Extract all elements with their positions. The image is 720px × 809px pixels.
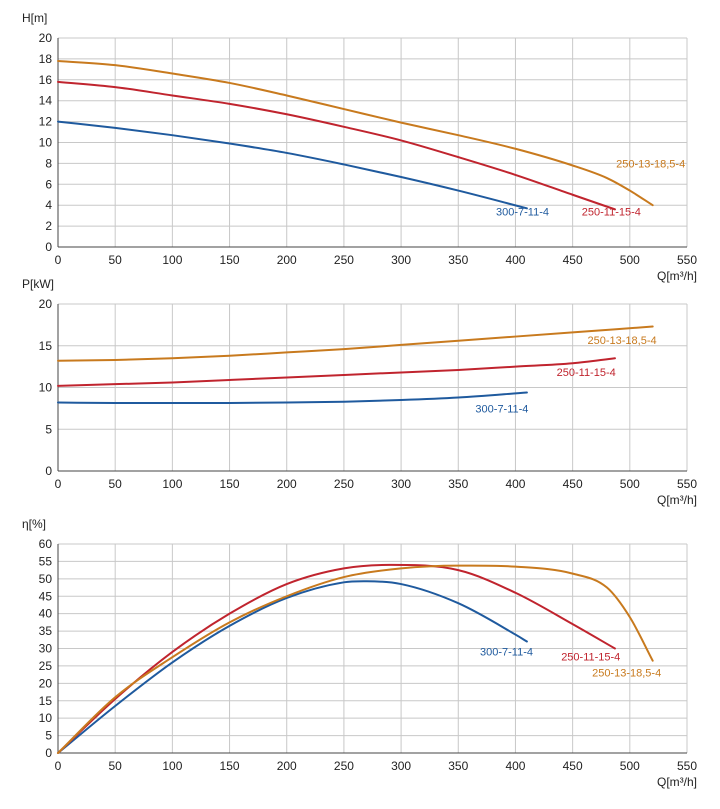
y-tick-label: 5 bbox=[45, 729, 52, 743]
y-tick-label: 5 bbox=[45, 422, 52, 436]
chart-3: 0 50 100 150 200 250 300 350 400 450 500 550 0 5 10 15 2… bbox=[22, 517, 697, 789]
y-axis-label: η[%] bbox=[22, 517, 46, 531]
y-tick-label: 40 bbox=[39, 607, 53, 621]
x-tick-label: 350 bbox=[448, 759, 468, 773]
y-tick-label: 15 bbox=[39, 694, 53, 708]
x-tick-label: 200 bbox=[277, 759, 297, 773]
x-tick-label: 450 bbox=[563, 759, 583, 773]
x-tick-label: 300 bbox=[391, 253, 411, 267]
x-tick-label: 50 bbox=[109, 253, 123, 267]
x-tick-label: 50 bbox=[109, 759, 123, 773]
y-tick-label: 30 bbox=[39, 642, 53, 656]
x-tick-label: 250 bbox=[334, 759, 354, 773]
series-label: 250-13-18,5-4 bbox=[588, 335, 657, 347]
x-axis-label: Q[m³/h] bbox=[657, 269, 697, 283]
y-tick-label: 60 bbox=[39, 537, 53, 551]
y-tick-label: 20 bbox=[39, 676, 53, 690]
y-tick-label: 14 bbox=[39, 94, 53, 108]
y-tick-label: 18 bbox=[39, 52, 53, 66]
y-tick-label: 55 bbox=[39, 554, 53, 568]
x-tick-label: 300 bbox=[391, 759, 411, 773]
x-tick-label: 0 bbox=[55, 477, 62, 491]
series-line-300-7-11-4 bbox=[57, 391, 528, 404]
series-label: 250-11-15-4 bbox=[582, 207, 641, 219]
x-tick-label: 350 bbox=[448, 477, 468, 491]
x-tick-label: 450 bbox=[563, 477, 583, 491]
x-tick-label: 450 bbox=[563, 253, 583, 267]
series-line-250-13-18,5-4 bbox=[57, 564, 654, 754]
x-tick-label: 200 bbox=[277, 253, 297, 267]
series-label: 300-7-11-4 bbox=[496, 207, 549, 219]
chart-2: 0 50 100 150 200 250 300 350 400 450 500 550 0 5 10 15 2… bbox=[22, 277, 697, 507]
x-tick-label: 250 bbox=[334, 253, 354, 267]
y-tick-label: 4 bbox=[45, 198, 52, 212]
series-line-300-7-11-4 bbox=[57, 580, 528, 754]
x-tick-label: 400 bbox=[505, 759, 525, 773]
x-tick-label: 150 bbox=[220, 759, 240, 773]
y-tick-label: 2 bbox=[45, 219, 52, 233]
x-tick-label: 350 bbox=[448, 253, 468, 267]
x-tick-label: 150 bbox=[220, 477, 240, 491]
x-tick-label: 550 bbox=[677, 477, 697, 491]
series-line-250-11-15-4 bbox=[57, 357, 616, 387]
y-tick-label: 16 bbox=[39, 73, 53, 87]
y-tick-label: 0 bbox=[45, 464, 52, 478]
x-tick-label: 550 bbox=[677, 253, 697, 267]
series-label: 250-11-15-4 bbox=[561, 652, 620, 664]
y-tick-label: 15 bbox=[39, 339, 53, 353]
x-tick-label: 500 bbox=[620, 759, 640, 773]
series-line-300-7-11-4 bbox=[57, 120, 528, 210]
y-tick-label: 25 bbox=[39, 659, 53, 673]
y-tick-label: 35 bbox=[39, 624, 53, 638]
y-axis-label: P[kW] bbox=[22, 277, 54, 291]
x-tick-label: 0 bbox=[55, 759, 62, 773]
x-tick-label: 500 bbox=[620, 253, 640, 267]
series-line-250-13-18,5-4 bbox=[57, 59, 654, 207]
series-label: 300-7-11-4 bbox=[475, 404, 528, 416]
x-tick-label: 100 bbox=[162, 759, 182, 773]
x-tick-label: 500 bbox=[620, 477, 640, 491]
y-tick-label: 20 bbox=[39, 31, 53, 45]
x-tick-label: 550 bbox=[677, 759, 697, 773]
x-tick-label: 300 bbox=[391, 477, 411, 491]
series-label: 300-7-11-4 bbox=[480, 646, 533, 658]
y-tick-label: 20 bbox=[39, 297, 53, 311]
x-axis-label: Q[m³/h] bbox=[657, 775, 697, 789]
y-tick-label: 0 bbox=[45, 240, 52, 254]
x-tick-label: 50 bbox=[109, 477, 123, 491]
x-tick-label: 100 bbox=[162, 253, 182, 267]
x-tick-label: 0 bbox=[55, 253, 62, 267]
x-axis-label: Q[m³/h] bbox=[657, 493, 697, 507]
x-tick-label: 100 bbox=[162, 477, 182, 491]
series-label: 250-13-18,5-4 bbox=[592, 667, 661, 679]
chart-1: 0 50 100 150 200 250 300 350 400 450 500 550 0 2 4 6 8 10… bbox=[22, 11, 697, 283]
x-tick-label: 400 bbox=[505, 477, 525, 491]
x-tick-label: 150 bbox=[220, 253, 240, 267]
y-axis-label: H[m] bbox=[22, 11, 47, 25]
series-line-250-13-18,5-4 bbox=[57, 325, 654, 362]
y-tick-label: 6 bbox=[45, 177, 52, 191]
y-tick-label: 50 bbox=[39, 572, 53, 586]
x-tick-label: 400 bbox=[505, 253, 525, 267]
series-line-250-11-15-4 bbox=[57, 80, 616, 211]
y-tick-label: 8 bbox=[45, 156, 52, 170]
y-tick-label: 10 bbox=[39, 381, 53, 395]
series-label: 250-13-18,5-4 bbox=[616, 159, 685, 171]
y-tick-label: 10 bbox=[39, 711, 53, 725]
y-tick-label: 12 bbox=[39, 115, 53, 129]
series-label: 250-11-15-4 bbox=[557, 367, 616, 379]
series-line-250-11-15-4 bbox=[57, 563, 616, 754]
y-tick-label: 10 bbox=[39, 136, 53, 150]
y-tick-label: 0 bbox=[45, 746, 52, 760]
x-tick-label: 200 bbox=[277, 477, 297, 491]
x-tick-label: 250 bbox=[334, 477, 354, 491]
y-tick-label: 45 bbox=[39, 589, 53, 603]
